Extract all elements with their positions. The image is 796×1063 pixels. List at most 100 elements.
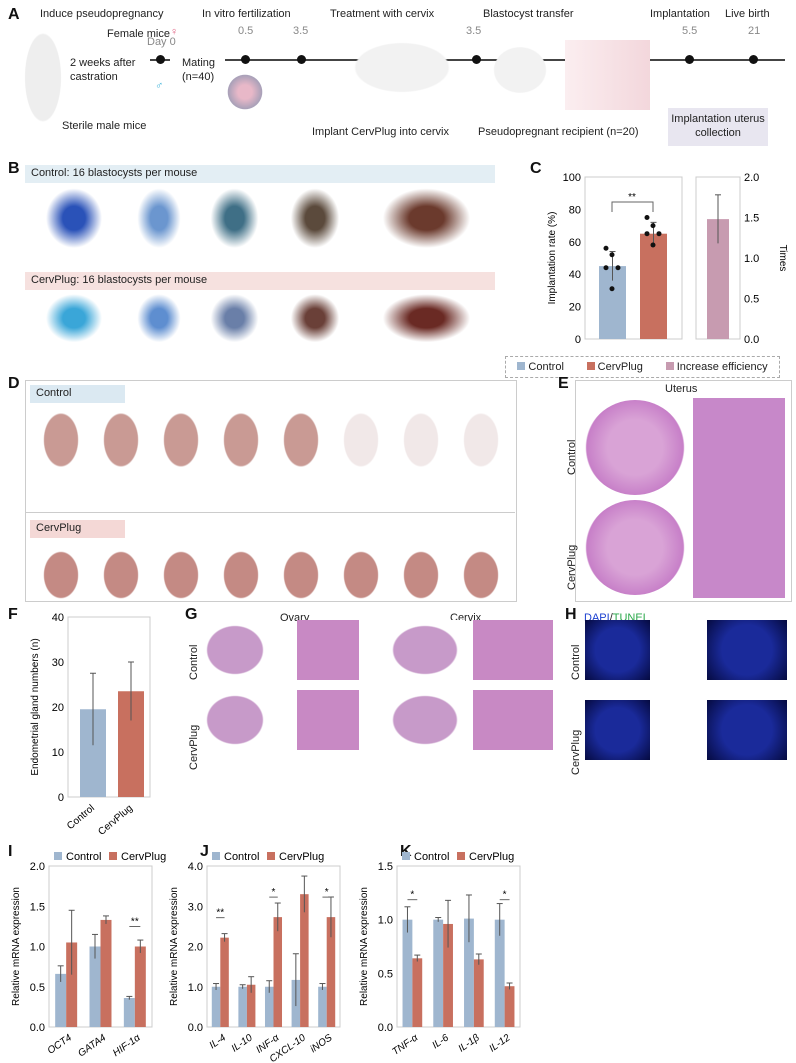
histology-zoom-image bbox=[693, 498, 785, 598]
fluorescence-image bbox=[707, 620, 787, 680]
y-tick-label: 0.0 bbox=[744, 334, 759, 346]
bar bbox=[273, 917, 283, 1027]
timepoint-dot bbox=[685, 55, 694, 64]
x-tick-label: GATA4 bbox=[76, 1032, 108, 1059]
y-tick-label: 20 bbox=[569, 302, 581, 314]
legend-label: CervPlug bbox=[121, 851, 166, 863]
y-tick-label: 4.0 bbox=[188, 861, 203, 873]
female-symbol-icon: ♀ bbox=[170, 26, 179, 38]
data-point bbox=[609, 286, 615, 292]
y-axis-label: Implantation rate (%) bbox=[547, 212, 558, 305]
legend-c: Control CervPlug Increase efficiency bbox=[505, 356, 780, 378]
y-tick-label: 1.0 bbox=[188, 982, 203, 994]
legend-label: CervPlug bbox=[279, 851, 324, 863]
bar bbox=[504, 986, 515, 1027]
timepoint-label: 0.5 bbox=[238, 25, 254, 37]
y-tick-label: 3.0 bbox=[188, 901, 203, 913]
bar bbox=[134, 946, 146, 1027]
data-point bbox=[650, 242, 656, 248]
histology-image bbox=[473, 690, 553, 750]
x-tick-label: TNF-α bbox=[390, 1032, 420, 1058]
timepoint-label: Day 0 bbox=[147, 36, 176, 48]
mouse-treatment-illustration bbox=[330, 30, 450, 105]
timepoint-dot bbox=[156, 55, 165, 64]
panel-label-a: A bbox=[8, 6, 20, 23]
control-label: Control bbox=[30, 385, 125, 403]
pup-image bbox=[335, 540, 387, 610]
histology-image bbox=[297, 620, 359, 680]
significance-label: ** bbox=[131, 917, 139, 928]
uterus-panel bbox=[575, 380, 792, 602]
plot-frame bbox=[584, 176, 683, 340]
pup-image bbox=[215, 540, 267, 610]
plot-frame bbox=[396, 865, 521, 1028]
y-tick-label: 1.0 bbox=[744, 253, 759, 265]
x-tick-label: iNOS bbox=[309, 1032, 335, 1055]
divider bbox=[25, 512, 515, 513]
uterus-image bbox=[358, 293, 495, 356]
bar bbox=[246, 984, 256, 1027]
panel-label-e: E bbox=[558, 375, 569, 392]
histology-image bbox=[297, 690, 359, 750]
bar bbox=[211, 986, 221, 1027]
y-tick-label: 1.0 bbox=[30, 942, 45, 954]
data-point bbox=[603, 265, 609, 271]
fluorescence-image bbox=[585, 700, 650, 760]
y-tick-label: 0.5 bbox=[30, 982, 45, 994]
uterus-image bbox=[30, 187, 118, 265]
y-tick-label: 0.0 bbox=[30, 1022, 45, 1034]
implant-label: Implant CervPlug into cervix bbox=[312, 126, 449, 138]
step-label: Implantation bbox=[650, 8, 710, 20]
significance-label: ** bbox=[216, 908, 224, 919]
pup-image bbox=[95, 540, 147, 610]
histology-image bbox=[200, 690, 270, 750]
y-tick-label: 0.0 bbox=[188, 1022, 203, 1034]
panel-label-c: C bbox=[530, 160, 542, 177]
histology-image bbox=[385, 690, 465, 750]
male-label: Sterile male mice bbox=[62, 120, 147, 132]
data-point bbox=[609, 252, 615, 258]
y-tick-label: 100 bbox=[563, 172, 581, 184]
panel-label-f: F bbox=[8, 606, 18, 623]
legend-item: Increase efficiency bbox=[665, 361, 768, 373]
data-point bbox=[615, 265, 621, 271]
x-tick-label: IL-12 bbox=[487, 1032, 512, 1054]
y-tick-label: 2.0 bbox=[30, 861, 45, 873]
pup-image bbox=[215, 400, 267, 480]
uterus-image bbox=[197, 187, 272, 265]
cervplug-label: CervPlug bbox=[30, 520, 125, 538]
y-tick-label: 1.0 bbox=[378, 915, 393, 927]
x-tick-label: IL-6 bbox=[430, 1032, 451, 1051]
step-label: Induce pseudopregnancy bbox=[40, 8, 164, 20]
bar bbox=[238, 986, 247, 1027]
panel-label-g: G bbox=[185, 606, 198, 623]
step-label: In vitro fertilization bbox=[202, 8, 291, 20]
pup-image bbox=[395, 400, 447, 480]
step-label: Blastocyst transfer bbox=[483, 8, 574, 20]
pup-image bbox=[155, 540, 207, 610]
pup-image bbox=[95, 400, 147, 480]
bar bbox=[494, 919, 505, 1027]
panel-label-k: K bbox=[400, 843, 412, 860]
y-tick-label: 2.0 bbox=[188, 942, 203, 954]
fluorescence-image bbox=[585, 620, 650, 680]
legend-label: CervPlug bbox=[469, 851, 514, 863]
legend-swatch bbox=[109, 852, 117, 860]
data-point bbox=[650, 223, 656, 229]
pup-image bbox=[455, 400, 507, 480]
collection-box: Implantation uterus collection bbox=[668, 108, 768, 146]
legend-swatch bbox=[402, 852, 410, 860]
panel-label-j: J bbox=[200, 843, 209, 860]
significance-label: ** bbox=[628, 192, 636, 203]
step-label: Treatment with cervix bbox=[330, 8, 435, 20]
y-tick-label: 10 bbox=[52, 747, 64, 759]
recipient-mouse-illustration bbox=[480, 35, 560, 105]
y-tick-label: 0 bbox=[575, 334, 581, 346]
significance-label: * bbox=[272, 887, 276, 898]
bar bbox=[464, 918, 474, 1027]
timepoint-dot bbox=[749, 55, 758, 64]
y-tick-label: 0.5 bbox=[744, 294, 759, 306]
significance-label: * bbox=[325, 887, 329, 898]
